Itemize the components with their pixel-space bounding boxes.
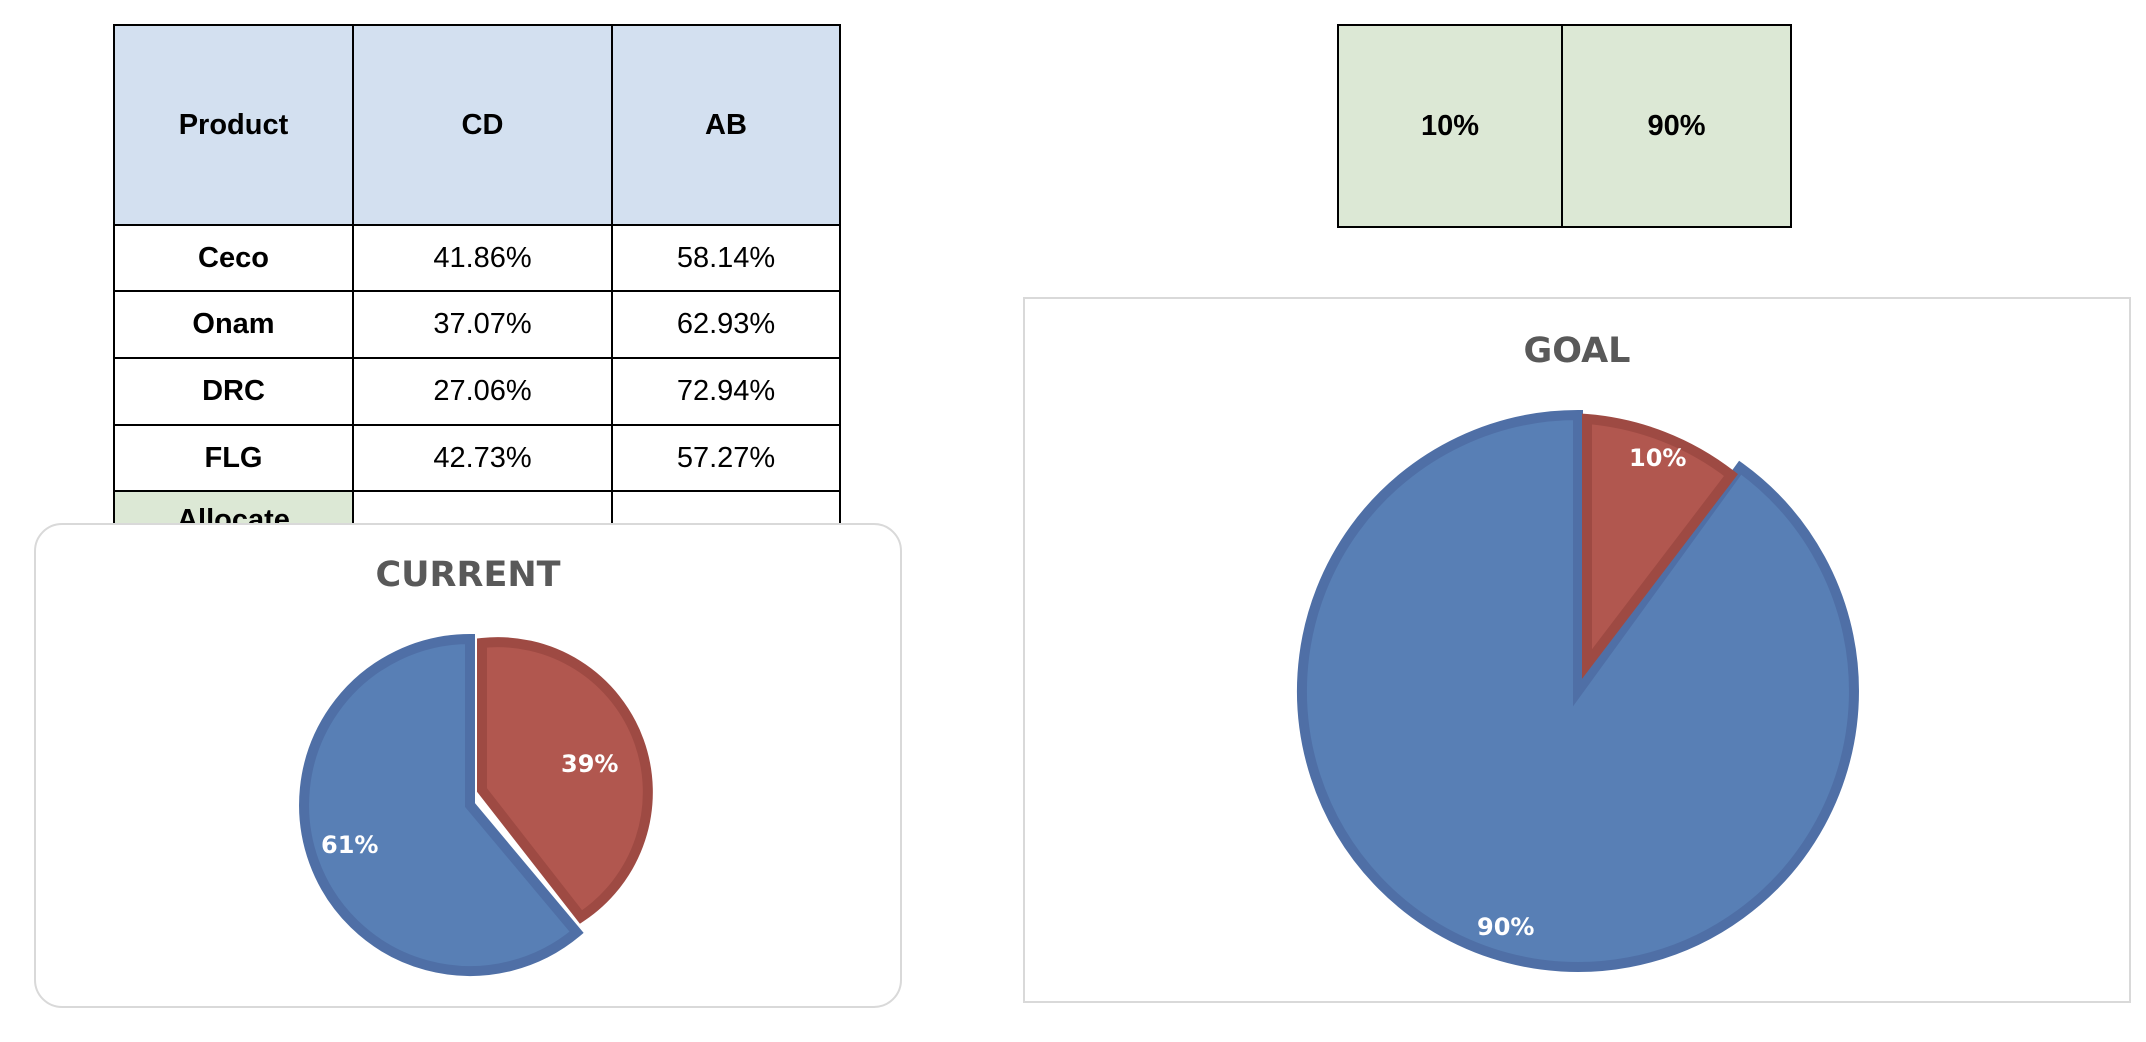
label-ab: 90% — [1477, 913, 1534, 941]
slice-cd[interactable] — [1582, 413, 1738, 679]
goal-cells: 10% 90% — [1337, 24, 1792, 228]
chart-title: GOAL — [1523, 331, 1631, 371]
header-product: Product — [113, 24, 354, 226]
cell-product[interactable]: Onam — [113, 290, 354, 359]
goal-cell-ab[interactable]: 90% — [1561, 24, 1792, 228]
cell-cd[interactable]: 37.07% — [352, 290, 613, 359]
cell-ab[interactable]: 62.93% — [611, 290, 841, 359]
table-row: DRC 27.06% 72.94% — [113, 357, 841, 426]
cell-ab[interactable]: 57.27% — [611, 424, 841, 492]
header-ab: AB — [611, 24, 841, 226]
cell-cd[interactable]: 41.86% — [352, 224, 613, 292]
slice-ab[interactable] — [299, 633, 584, 976]
label-cd: 39% — [561, 750, 618, 778]
label-cd: 10% — [1629, 444, 1686, 472]
cell-product[interactable]: Ceco — [113, 224, 354, 292]
cell-ab[interactable]: 72.94% — [611, 357, 841, 426]
table-row: FLG 42.73% 57.27% — [113, 424, 841, 492]
slice-cd[interactable] — [477, 637, 653, 924]
allocation-table: Product CD AB Ceco 41.86% 58.14% Onam 37… — [113, 24, 841, 584]
slice-ab[interactable] — [1297, 409, 1859, 972]
goal-cell-cd[interactable]: 10% — [1337, 24, 1563, 228]
cell-product[interactable]: DRC — [113, 357, 354, 426]
cell-ab[interactable]: 58.14% — [611, 224, 841, 292]
label-ab: 61% — [321, 831, 378, 859]
goal-chart[interactable]: GOAL 10% 90% — [1023, 297, 2131, 1003]
table-row: Onam 37.07% 62.93% — [113, 290, 841, 359]
header-cd: CD — [352, 24, 613, 226]
cell-cd[interactable]: 42.73% — [352, 424, 613, 492]
cell-cd[interactable]: 27.06% — [352, 357, 613, 426]
goal-pie: 10% 90% — [1297, 409, 1859, 972]
current-chart[interactable]: CURRENT 39% 61% — [34, 523, 902, 1008]
table-row: Ceco 41.86% 58.14% — [113, 224, 841, 292]
chart-title: CURRENT — [375, 555, 561, 595]
cell-product[interactable]: FLG — [113, 424, 354, 492]
current-pie: 39% 61% — [299, 633, 653, 976]
table-header-row: Product CD AB — [113, 24, 841, 226]
